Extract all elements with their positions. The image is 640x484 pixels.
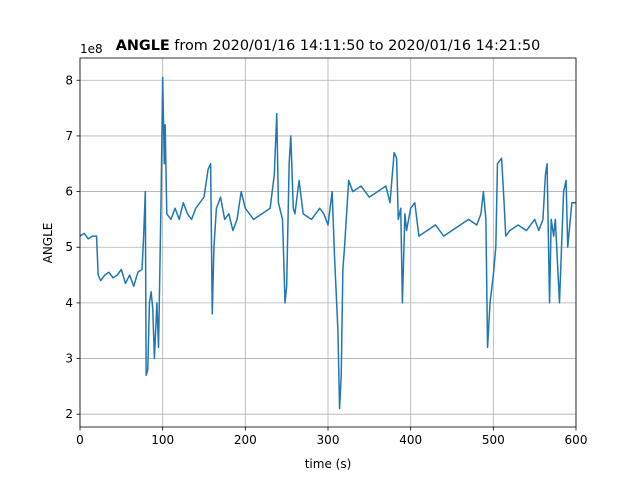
title-bold: ANGLE xyxy=(116,38,170,54)
x-axis-label: time (s) xyxy=(305,457,352,471)
offset-text: 1e8 xyxy=(80,42,103,56)
y-tick-label: 2 xyxy=(65,407,73,421)
y-tick-label: 3 xyxy=(65,352,73,366)
x-tick-label: 200 xyxy=(234,433,257,447)
y-axis-label: ANGLE xyxy=(41,223,55,264)
y-tick-label: 4 xyxy=(65,296,73,310)
title-rest: from 2020/01/16 14:11:50 to 2020/01/16 1… xyxy=(170,38,541,54)
x-tick-label: 300 xyxy=(317,433,340,447)
y-tick-label: 5 xyxy=(65,240,73,254)
x-tick-label: 100 xyxy=(151,433,174,447)
y-tick-label: 8 xyxy=(65,73,73,87)
x-tick-label: 0 xyxy=(76,433,84,447)
y-tick-label: 6 xyxy=(65,185,73,199)
chart-title: ANGLE from 2020/01/16 14:11:50 to 2020/0… xyxy=(116,38,541,54)
x-tick-label: 600 xyxy=(565,433,588,447)
axes-frame xyxy=(79,57,577,428)
x-tick-label: 500 xyxy=(482,433,505,447)
data-line xyxy=(79,76,576,410)
y-tick-label: 7 xyxy=(65,129,73,143)
x-tick-label: 400 xyxy=(399,433,422,447)
